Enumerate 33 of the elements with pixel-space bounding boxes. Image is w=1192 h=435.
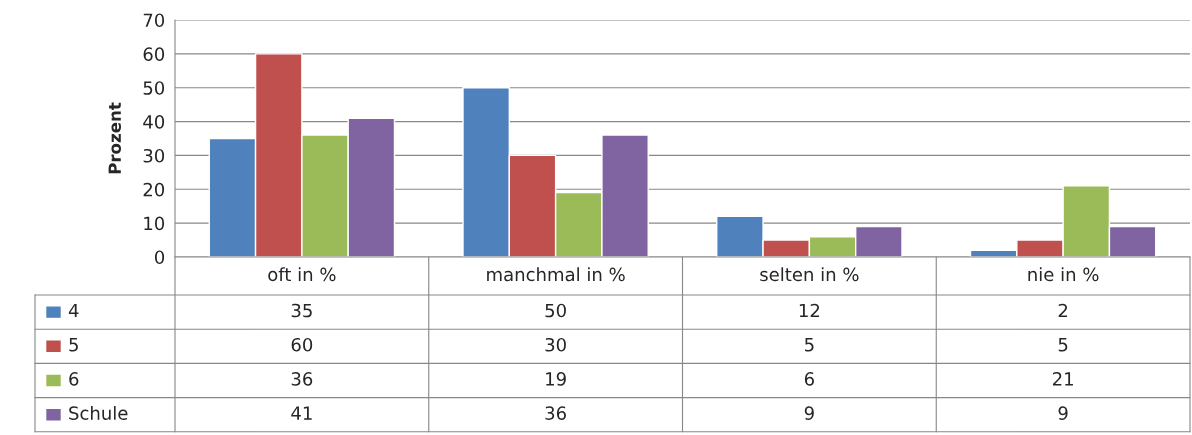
data-label: 36 <box>545 406 566 420</box>
y-tick-label: 70 <box>143 13 165 28</box>
y-tick-label: 20 <box>143 182 165 197</box>
y-tick-label: 0 <box>154 250 165 265</box>
y-tick-label: 50 <box>143 81 165 95</box>
data-label: 19 <box>546 372 566 386</box>
data-label: 50 <box>545 303 566 318</box>
y-tick-label: 30 <box>143 148 165 163</box>
data-label: 5 <box>805 338 814 352</box>
legend-label: 4 <box>68 303 79 318</box>
x-tick-label: nie in % <box>1028 267 1099 282</box>
x-tick-label: oft in % <box>268 267 336 282</box>
data-label: 35 <box>291 303 312 318</box>
y-tick-label: 10 <box>144 216 165 231</box>
legend-label: Schule <box>69 405 128 420</box>
data-label: 9 <box>1058 406 1068 420</box>
x-tick-label: manchmal in % <box>487 267 625 282</box>
data-label: 12 <box>799 303 820 318</box>
data-label: 41 <box>291 406 312 420</box>
legend-label: 6 <box>69 372 79 386</box>
data-label: 9 <box>804 406 814 420</box>
x-tick-label: selten in % <box>760 267 859 282</box>
data-label: 21 <box>1052 372 1073 386</box>
data-label: 6 <box>804 372 814 386</box>
y-tick-label: 40 <box>143 115 165 129</box>
data-label: 5 <box>1058 338 1068 352</box>
y-axis-title: Prozent <box>108 102 122 174</box>
data-label: 60 <box>291 337 313 352</box>
data-label: 2 <box>1058 303 1068 318</box>
data-label: 30 <box>545 337 566 352</box>
y-tick-label: 60 <box>143 47 165 61</box>
legend-label: 5 <box>69 338 78 352</box>
data-label: 36 <box>291 372 313 386</box>
